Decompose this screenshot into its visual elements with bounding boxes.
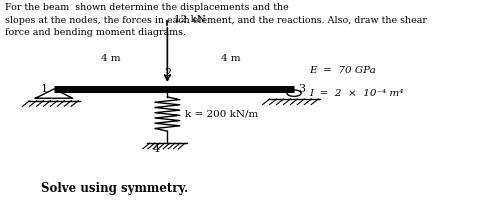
Text: 4: 4: [152, 144, 160, 154]
Text: 12 kN: 12 kN: [174, 15, 206, 24]
Text: 2: 2: [164, 68, 171, 78]
Text: I  =  2  ×  10⁻⁴ m⁴: I = 2 × 10⁻⁴ m⁴: [310, 89, 404, 99]
Text: 4 m: 4 m: [101, 54, 120, 63]
Text: Solve using symmetry.: Solve using symmetry.: [41, 182, 188, 195]
Text: 1: 1: [40, 84, 47, 94]
Text: 3: 3: [299, 84, 305, 94]
Text: E  =  70 GPa: E = 70 GPa: [310, 66, 376, 75]
Text: For the beam  shown determine the displacements and the
slopes at the nodes, the: For the beam shown determine the displac…: [5, 3, 427, 37]
Text: k = 200 kN/m: k = 200 kN/m: [185, 109, 258, 119]
Text: 4 m: 4 m: [221, 54, 241, 63]
